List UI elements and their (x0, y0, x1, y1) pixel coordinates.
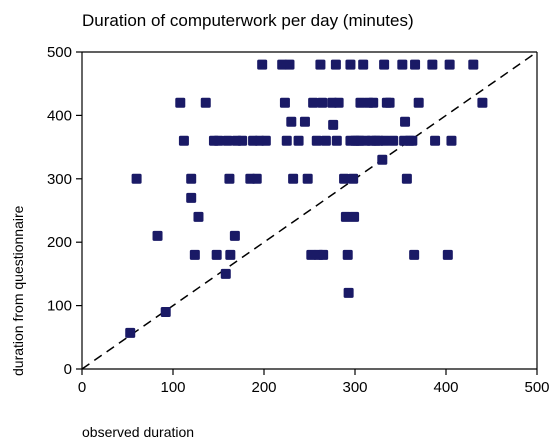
data-point (343, 287, 354, 298)
chart-title: Duration of computerwork per day (minute… (82, 11, 414, 30)
data-point (342, 249, 353, 260)
data-point (279, 97, 290, 108)
x-tick-label: 0 (78, 379, 86, 396)
data-point (358, 59, 369, 70)
data-point (178, 135, 189, 146)
data-point (222, 135, 233, 146)
data-point (200, 97, 211, 108)
data-point (318, 249, 329, 260)
data-point (317, 97, 328, 108)
data-point (186, 173, 197, 184)
data-point (407, 135, 418, 146)
data-point (175, 97, 186, 108)
data-point (345, 59, 356, 70)
x-tick-label: 200 (251, 379, 276, 396)
data-point (286, 116, 297, 127)
data-point (331, 135, 342, 146)
data-point (320, 135, 331, 146)
data-point (308, 97, 319, 108)
data-point (348, 173, 359, 184)
data-point (377, 154, 388, 165)
data-point (213, 135, 224, 146)
data-point (293, 135, 304, 146)
data-point (260, 135, 271, 146)
y-tick-label: 200 (47, 234, 72, 251)
data-point (410, 59, 421, 70)
x-tick-label: 100 (160, 379, 185, 396)
data-point (193, 211, 204, 222)
reference-line (81, 51, 538, 370)
x-tick-label: 400 (433, 379, 458, 396)
data-point (186, 192, 197, 203)
data-point (220, 268, 231, 279)
data-point (379, 59, 390, 70)
y-tick-label: 500 (47, 44, 72, 61)
data-point (160, 306, 171, 317)
data-point (384, 97, 395, 108)
data-point (368, 97, 379, 108)
data-point (340, 211, 351, 222)
x-tick-label: 300 (342, 379, 367, 396)
y-tick-label: 0 (64, 361, 72, 378)
data-point (211, 249, 222, 260)
data-point (427, 59, 438, 70)
data-point (189, 249, 200, 260)
data-point (315, 59, 326, 70)
data-point (400, 116, 411, 127)
data-point (333, 97, 344, 108)
data-point (125, 327, 136, 338)
data-point (284, 59, 295, 70)
data-point (388, 135, 399, 146)
data-point (442, 249, 453, 260)
data-point (380, 135, 391, 146)
data-point (131, 173, 142, 184)
data-point (349, 211, 360, 222)
data-point (355, 97, 366, 108)
data-point (229, 230, 240, 241)
data-point (413, 97, 424, 108)
data-point (444, 59, 455, 70)
data-point (288, 173, 299, 184)
y-tick-label: 400 (47, 107, 72, 124)
data-point (257, 59, 268, 70)
data-point (281, 135, 292, 146)
data-point (477, 97, 488, 108)
x-ticks: 0 100 200 300 400 500 (78, 369, 550, 396)
data-point (328, 119, 339, 130)
data-point (401, 173, 412, 184)
y-tick-label: 100 (47, 298, 72, 315)
data-point (224, 173, 235, 184)
data-point (251, 173, 262, 184)
data-point (237, 135, 248, 146)
y-ticks: 0 100 200 300 400 500 (47, 44, 82, 378)
data-point (430, 135, 441, 146)
data-points (125, 59, 488, 338)
data-point (302, 173, 313, 184)
data-point (152, 230, 163, 241)
data-point (397, 59, 408, 70)
data-point (339, 173, 350, 184)
y-axis-label: duration from questionnaire (10, 205, 26, 376)
data-point (299, 116, 310, 127)
data-point (468, 59, 479, 70)
x-axis-label: observed duration (82, 424, 194, 440)
data-point (330, 59, 341, 70)
data-point (311, 135, 322, 146)
data-point (446, 135, 457, 146)
x-tick-label: 500 (524, 379, 549, 396)
data-point (225, 249, 236, 260)
data-point (409, 249, 420, 260)
y-tick-label: 300 (47, 171, 72, 188)
plot-area: 0 100 200 300 400 500 0 100 200 300 400 500 (47, 44, 550, 396)
